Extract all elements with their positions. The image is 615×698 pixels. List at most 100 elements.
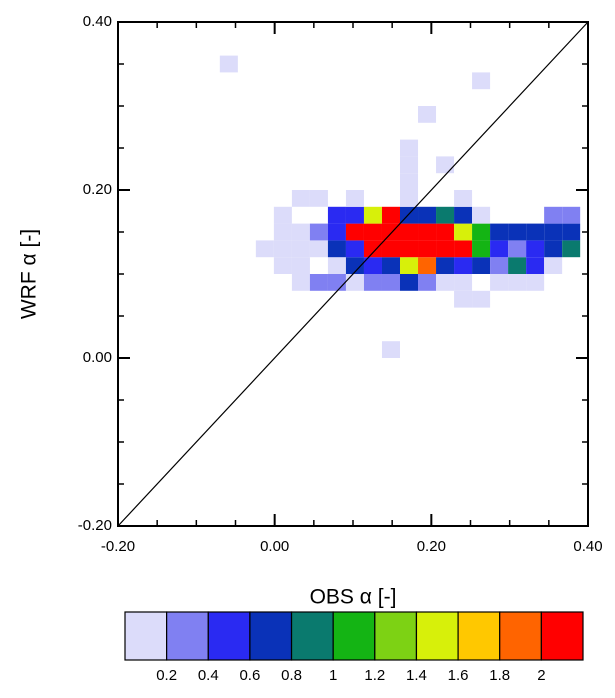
heat-cell xyxy=(327,274,346,291)
heat-cell xyxy=(345,223,364,241)
colorbar-label: 0.2 xyxy=(156,667,177,684)
heat-cell xyxy=(454,240,473,258)
heat-cell xyxy=(526,257,545,274)
heat-cell xyxy=(418,257,437,274)
colorbar-box xyxy=(166,611,209,661)
heat-cell xyxy=(544,257,563,274)
heat-cell xyxy=(562,206,581,224)
heat-cell xyxy=(400,173,419,190)
heat-cell xyxy=(381,240,400,258)
heat-cell xyxy=(436,156,455,174)
heat-cell xyxy=(345,190,364,207)
heat-cell xyxy=(291,274,310,291)
heat-cell xyxy=(472,240,491,258)
colorbar-box xyxy=(499,611,542,661)
heat-cell xyxy=(309,240,328,258)
colorbar-box xyxy=(124,611,168,661)
heat-cell xyxy=(454,206,473,224)
colorbar-box xyxy=(415,611,459,661)
y-tick-label: -0.20 xyxy=(78,517,112,534)
heat-cell xyxy=(345,274,364,291)
heat-cell xyxy=(327,206,346,224)
heat-cell xyxy=(454,290,473,308)
heat-cell xyxy=(454,257,473,274)
y-tick-label: 0.40 xyxy=(83,13,112,30)
heat-cell xyxy=(454,190,473,207)
heat-cell xyxy=(327,240,346,258)
heat-cell xyxy=(400,240,419,258)
heat-cell xyxy=(273,240,292,258)
heat-cell xyxy=(418,274,437,291)
heat-cell xyxy=(273,206,292,224)
heat-cell xyxy=(219,55,238,73)
heat-cell xyxy=(562,223,581,241)
colorbar-box xyxy=(540,611,584,661)
colorbar-label: 1 xyxy=(329,667,337,684)
heat-cell xyxy=(544,240,563,258)
heat-cell xyxy=(327,257,346,274)
colorbar-box xyxy=(249,611,293,661)
heat-cell xyxy=(363,274,382,291)
heat-cell xyxy=(327,223,346,241)
heat-cell xyxy=(400,156,419,174)
y-axis-label: WRF α [-] xyxy=(18,229,41,319)
x-axis-label: OBS α [-] xyxy=(310,586,397,609)
colorbar-label: 1.8 xyxy=(489,667,510,684)
colorbar-label: 0.4 xyxy=(198,667,219,684)
colorbar-label: 1.2 xyxy=(364,667,385,684)
x-tick-label: 0.00 xyxy=(260,538,289,555)
heat-cell xyxy=(526,274,545,291)
heat-cell xyxy=(454,223,473,241)
colorbar-label: 0.6 xyxy=(239,667,260,684)
heat-cell xyxy=(472,72,491,90)
y-tick-label: 0.00 xyxy=(83,349,112,366)
colorbar-box xyxy=(290,611,334,661)
heat-cell xyxy=(363,206,382,224)
x-tick-label: 0.40 xyxy=(573,538,602,555)
heat-cell xyxy=(291,190,310,207)
heat-cell xyxy=(490,240,509,258)
heat-cell xyxy=(309,274,328,291)
colorbar-box xyxy=(332,611,376,661)
heat-cell xyxy=(490,274,509,291)
heat-cell xyxy=(400,139,419,157)
heat-cell xyxy=(363,240,382,258)
colorbar-box xyxy=(457,611,501,661)
heat-cell xyxy=(472,206,491,224)
colorbar-label: 2 xyxy=(537,667,545,684)
heat-cell xyxy=(381,206,400,224)
heat-cell xyxy=(345,257,364,274)
heat-cell xyxy=(345,206,364,224)
heat-cell xyxy=(273,257,292,274)
colorbar-label: 1.4 xyxy=(406,667,427,684)
heat-cell xyxy=(255,240,274,258)
heat-cell xyxy=(309,223,328,241)
heat-cell xyxy=(544,206,563,224)
heat-cell xyxy=(436,206,455,224)
heat-cell xyxy=(291,240,310,258)
heat-cell xyxy=(418,106,437,123)
heat-cell xyxy=(418,240,437,258)
heat-cell xyxy=(472,223,491,241)
heat-cell xyxy=(309,190,328,207)
heat-cell xyxy=(508,257,527,274)
heat-cell xyxy=(454,274,473,291)
heat-cell xyxy=(472,257,491,274)
heat-cell xyxy=(291,257,310,274)
x-tick-label: 0.20 xyxy=(417,538,446,555)
heat-cell xyxy=(436,257,455,274)
heat-cell xyxy=(544,223,563,241)
heat-cell xyxy=(436,274,455,291)
heat-cell xyxy=(490,257,509,274)
colorbar-label: 0.8 xyxy=(281,667,302,684)
heat-cell xyxy=(562,240,581,258)
heat-cell xyxy=(363,257,382,274)
heat-cell xyxy=(363,223,382,241)
heat-cell xyxy=(400,190,419,207)
colorbar-box xyxy=(374,611,418,661)
heat-cell xyxy=(418,206,437,224)
heat-cell xyxy=(273,223,292,241)
heat-cell xyxy=(508,223,527,241)
heat-cell xyxy=(472,290,491,308)
